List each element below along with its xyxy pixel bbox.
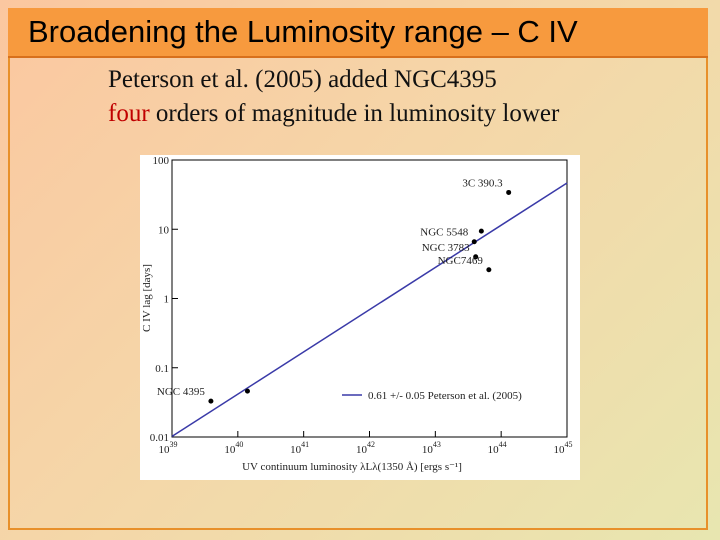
text: orders of magnitude in luminosity lower [149, 100, 560, 127]
tick-base: 10 [488, 444, 500, 456]
point-label: NGC 5548 [420, 227, 468, 239]
point [471, 239, 477, 245]
point [486, 267, 492, 273]
x-tick-label: 1039 [159, 440, 178, 456]
x-tick-label: 1042 [356, 440, 375, 456]
x-tick-label: 1045 [554, 440, 573, 456]
point-label: NGC 4395 [157, 386, 205, 398]
x-axis-label: UV continuum luminosity λLλ(1350 Å) [erg… [242, 461, 462, 473]
point-label: NGC 3783 [422, 242, 470, 254]
y-tick-label: 10 [158, 224, 170, 236]
tick-exponent: 45 [565, 440, 573, 449]
tick-base: 10 [356, 444, 368, 456]
y-axis-label: C IV lag [days] [141, 264, 153, 332]
y-tick-label: 100 [153, 155, 170, 167]
highlight: four [108, 100, 150, 127]
tick-base: 10 [159, 444, 171, 456]
tick-exponent: 43 [433, 440, 441, 449]
point-label: NGC7469 [438, 255, 484, 267]
tick-base: 10 [422, 444, 434, 456]
tick-exponent: 42 [367, 440, 375, 449]
body-line: Peterson et al. (2005) added NGC4395 [108, 66, 497, 93]
x-tick-label: 1041 [290, 440, 309, 456]
y-tick-label: 1 [164, 294, 170, 306]
tick-exponent: 40 [235, 440, 243, 449]
x-tick-label: 1040 [224, 440, 243, 456]
x-tick-label: 1043 [422, 440, 441, 456]
point [506, 189, 512, 195]
body-line: four orders of magnitude in luminosity l… [108, 100, 559, 128]
tick-base: 10 [554, 444, 566, 456]
point-label: 3C 390.3 [462, 177, 503, 189]
x-tick-label: 1044 [488, 440, 507, 456]
fit-line [171, 182, 568, 438]
point [208, 398, 214, 404]
slide-title: Broadening the Luminosity range – C IV [8, 8, 708, 58]
tick-base: 10 [224, 444, 236, 456]
tick-base: 10 [290, 444, 302, 456]
point [473, 254, 479, 260]
y-tick-label: 0.01 [150, 432, 169, 444]
legend-label: 0.61 +/- 0.05 Peterson et al. (2005) [368, 390, 522, 402]
point [478, 228, 484, 234]
y-tick-label: 0.1 [155, 363, 169, 375]
point [244, 388, 250, 394]
tick-exponent: 44 [499, 440, 507, 449]
tick-exponent: 39 [170, 440, 178, 449]
chart-bg [140, 155, 580, 480]
tick-exponent: 41 [301, 440, 309, 449]
